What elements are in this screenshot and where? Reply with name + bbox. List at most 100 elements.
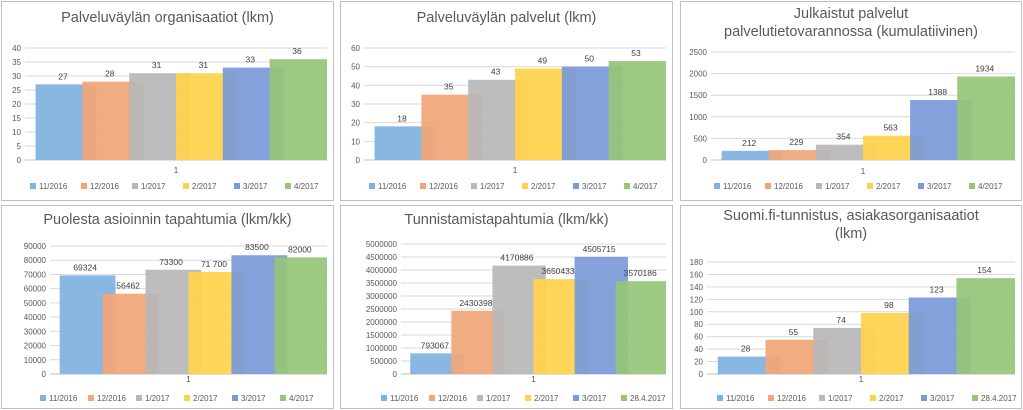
y-tick-label: 30000 (24, 327, 47, 336)
y-tick-label: 60 (351, 44, 360, 53)
y-tick-label: 30 (351, 100, 360, 109)
y-tick-label: 60000 (24, 285, 47, 294)
legend-label: 1/2017 (825, 182, 850, 191)
data-label: 154 (977, 265, 991, 275)
legend-label: 2/2017 (531, 182, 556, 191)
y-tick-label: 10000 (24, 356, 47, 365)
legend-swatch (30, 183, 36, 189)
legend-swatch (624, 183, 630, 189)
data-label: 50 (584, 54, 594, 64)
data-label: 563 (883, 123, 897, 133)
legend-label: 2/2017 (876, 182, 901, 191)
y-tick-label: 3000000 (366, 292, 398, 301)
data-label: 98 (884, 300, 894, 310)
data-label: 82000 (288, 244, 312, 254)
legend-label: 12/2016 (429, 182, 458, 191)
chart-title: Palveluväylän organisaatiot (lkm) (61, 10, 274, 26)
y-tick-label: 35 (12, 58, 21, 67)
chart-panel-customer-organisations: Suomi.fi-tunnistus, asiakasorganisaatiot… (680, 205, 1022, 409)
x-category-label: 1 (859, 374, 864, 384)
legend-label: 3/2017 (241, 394, 266, 403)
legend-swatch (477, 395, 483, 401)
data-label: 229 (789, 137, 803, 147)
legend-swatch (768, 395, 774, 401)
y-tick-label: 20 (12, 100, 21, 109)
y-tick-label: 2000000 (366, 318, 398, 327)
chart-title: (lkm) (835, 226, 867, 242)
data-label: 4170886 (500, 253, 533, 263)
legend-swatch (183, 183, 189, 189)
data-label: 354 (836, 132, 850, 142)
y-tick-label: 20 (351, 119, 360, 128)
data-label: 793067 (421, 340, 450, 350)
chart-svg: Julkaistut palvelut palvelutietovarannoss… (689, 6, 1015, 191)
bar (721, 150, 783, 160)
chart-panel-identification-events: Tunnistamistapahtumia (lkm/kk) 0 500000 100… (340, 205, 673, 409)
data-label: 53 (631, 48, 641, 58)
legend-swatch (819, 395, 825, 401)
y-tick-label: 0 (42, 370, 47, 379)
y-tick-label: 160 (690, 270, 704, 279)
chart-panel-mandate-events: Puolesta asioinnin tapahtumia (lkm/kk) 0 1… (1, 205, 334, 409)
legend-label: 28.4.2017 (630, 394, 666, 403)
bar (957, 76, 1015, 160)
y-tick-label: 2500 (689, 48, 707, 57)
y-tick-label: 40 (12, 44, 21, 53)
legend-swatch (870, 395, 876, 401)
legend-swatch (285, 183, 291, 189)
legend-label: 3/2017 (243, 182, 268, 191)
legend-swatch (232, 395, 238, 401)
legend-swatch (867, 183, 873, 189)
y-tick-label: 2500000 (366, 305, 398, 314)
legend-swatch (471, 183, 477, 189)
bar (410, 353, 464, 374)
chart-title: Palveluväylän palvelut (lkm) (417, 10, 597, 26)
y-tick-label: 0 (356, 156, 361, 165)
y-tick-label: 20000 (24, 342, 47, 351)
legend-label: 3/2017 (582, 394, 607, 403)
chart-title: Julkaistut palvelut (794, 6, 908, 22)
legend-swatch (525, 395, 531, 401)
data-label: 56462 (116, 281, 140, 291)
legend-label: 4/2017 (294, 182, 319, 191)
data-label: 74 (836, 315, 846, 325)
y-tick-label: 4500000 (366, 253, 398, 262)
chart-title: Suomi.fi-tunnistus, asiakasorganisaatiot (723, 208, 979, 224)
legend-label: 12/2016 (438, 394, 467, 403)
data-label: 71 700 (201, 259, 227, 269)
legend-label: 3/2017 (930, 394, 955, 403)
chart-title: Tunnistamistapahtumia (lkm/kk) (404, 212, 608, 228)
bar (717, 356, 780, 374)
legend-swatch (972, 395, 978, 401)
y-tick-label: 500 (694, 134, 708, 143)
legend-label: 28.4.2017 (981, 394, 1017, 403)
y-tick-label: 40 (694, 345, 703, 354)
y-tick-label: 10 (12, 128, 21, 137)
data-label: 73300 (159, 257, 183, 267)
legend-label: 3/2017 (582, 182, 607, 191)
legend-label: 12/2016 (90, 182, 119, 191)
legend-swatch (522, 183, 528, 189)
y-tick-label: 10 (351, 137, 360, 146)
y-tick-label: 15 (12, 114, 21, 123)
chart-svg: Suomi.fi-tunnistus, asiakasorganisaatiot… (690, 208, 1018, 403)
chart-panel-published-services: Julkaistut palvelut palvelutietovarannoss… (680, 1, 1022, 201)
y-tick-label: 120 (690, 295, 704, 304)
chart-svg: Palveluväylän organisaatiot (lkm) 0 5 10 15 2… (12, 10, 327, 191)
data-label: 49 (538, 56, 548, 66)
bar (768, 150, 831, 160)
legend-label: 12/2016 (777, 394, 806, 403)
legend-swatch (765, 183, 771, 189)
legend-swatch (81, 183, 87, 189)
data-label: 83500 (245, 242, 269, 252)
y-tick-label: 0 (699, 370, 704, 379)
legend-swatch (573, 183, 579, 189)
chart-title: palvelutietovarannossa (kumulatiivinen) (724, 24, 978, 40)
bar (608, 61, 666, 160)
legend-label: 4/2017 (633, 182, 658, 191)
x-category-label: 1 (861, 166, 866, 176)
y-tick-label: 1500000 (366, 331, 398, 340)
y-tick-label: 50 (351, 63, 360, 72)
data-label: 4505715 (583, 244, 616, 254)
legend-label: 11/2016 (390, 394, 419, 403)
